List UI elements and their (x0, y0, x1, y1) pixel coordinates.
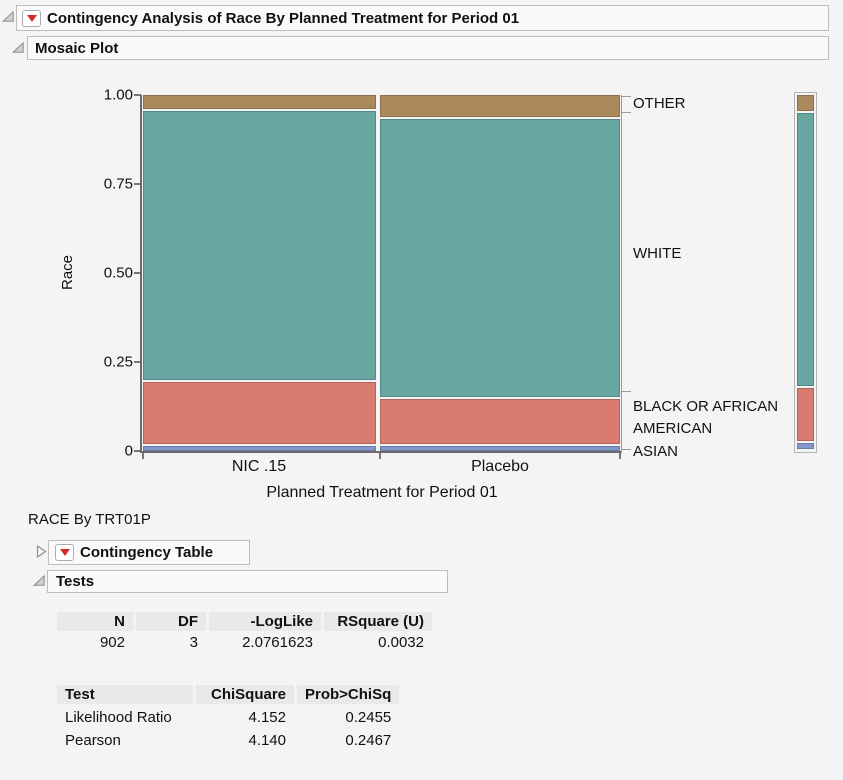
y-axis-tick (134, 450, 141, 452)
label-leader-line (621, 112, 631, 113)
mosaic-plot-header-bar: Mosaic Plot (27, 36, 829, 60)
column-header: N (57, 612, 133, 631)
cell-df: 3 (189, 634, 198, 651)
y-axis-line (140, 95, 142, 452)
mosaic-segment-NIC .15-BLACK OR AFRICAN AMERICAN[interactable] (143, 382, 376, 444)
table-row: 902 3 2.0761623 0.0032 (57, 633, 432, 652)
race-category-label-black-or-african-american: BLACK OR AFRICAN AMERICAN (633, 398, 779, 437)
disclosure-open-icon[interactable] (11, 41, 25, 59)
mosaic-segment-WHITE[interactable] (797, 113, 814, 386)
y-axis-title: Race (59, 254, 77, 291)
race-category-label-other: OTHER (633, 95, 686, 112)
cell-loglike: 2.0761623 (242, 634, 313, 651)
x-category-label-nic15: NIC .15 (231, 458, 287, 475)
mosaic-segment-Placebo-ASIAN[interactable] (380, 446, 620, 451)
cell-rsquare: 0.0032 (378, 634, 424, 651)
y-tick-label: 0 (124, 442, 133, 460)
column-header: -LogLike (209, 612, 321, 631)
tests-title: Tests (56, 573, 95, 590)
mosaic-plot-title: Mosaic Plot (35, 39, 119, 57)
mosaic-segment-Placebo-BLACK OR AFRICAN AMERICAN[interactable] (380, 399, 620, 444)
column-header: DF (136, 612, 206, 631)
contingency-table-title: Contingency Table (80, 544, 214, 561)
x-axis-line (140, 451, 622, 453)
overall-proportion-box (794, 92, 817, 453)
mosaic-segment-BLACK OR AFRICAN AMERICAN[interactable] (797, 388, 814, 441)
y-axis-tick (134, 272, 141, 274)
column-header: Prob>ChiSq (297, 685, 400, 704)
by-variables-note: RACE By TRT01P (28, 511, 151, 528)
cell-prob: 0.2455 (345, 709, 392, 726)
overall-proportion-bar (797, 95, 814, 449)
cell-chisquare: 4.152 (248, 709, 286, 726)
mosaic-segment-NIC .15-OTHER[interactable] (143, 95, 376, 109)
y-tick-label: 1.00 (103, 86, 133, 104)
x-axis-tick (619, 453, 621, 459)
x-axis-tick (379, 453, 381, 459)
table-row: Pearson 4.140 0.2467 (57, 731, 399, 750)
plot-right-frame-line (621, 95, 622, 453)
mosaic-segment-NIC .15-WHITE[interactable] (143, 111, 376, 380)
mosaic-segment-Placebo-WHITE[interactable] (380, 119, 620, 397)
mosaic-segment-Placebo-OTHER[interactable] (380, 95, 620, 117)
cell-chisquare: 4.140 (248, 732, 286, 749)
tests-header-bar: Tests (47, 570, 448, 593)
y-tick-label: 0.75 (103, 175, 133, 193)
contingency-table-header-bar: Contingency Table (48, 540, 250, 565)
red-triangle-menu-icon[interactable] (55, 544, 74, 561)
mosaic-segment-OTHER[interactable] (797, 95, 814, 111)
tests-summary-table: N DF -LogLike RSquare (U) 902 3 2.076162… (54, 610, 435, 654)
y-axis-tick (134, 94, 141, 96)
label-leader-line (621, 391, 631, 392)
y-tick-label: 0.25 (103, 353, 133, 371)
report-title-bar: Contingency Analysis of Race By Planned … (16, 5, 829, 31)
x-category-label-placebo: Placebo (471, 458, 529, 475)
report-title: Contingency Analysis of Race By Planned … (47, 9, 520, 27)
cell-test-name: Likelihood Ratio (65, 709, 172, 726)
mosaic-segment-NIC .15-ASIAN[interactable] (143, 446, 376, 451)
cell-n: 902 (99, 634, 125, 651)
column-header: Test (57, 685, 193, 704)
cell-prob: 0.2467 (345, 732, 392, 749)
chi-square-tests-table: Test ChiSquare Prob>ChiSq Likelihood Rat… (54, 681, 402, 754)
x-axis-title: Planned Treatment for Period 01 (266, 484, 498, 501)
cell-test-name: Pearson (65, 732, 121, 749)
label-leader-line (621, 96, 631, 97)
column-header: ChiSquare (196, 685, 294, 704)
y-axis-tick (134, 183, 141, 185)
mosaic-segment-ASIAN[interactable] (797, 443, 814, 449)
red-triangle-menu-icon[interactable] (22, 9, 41, 27)
disclosure-open-icon[interactable] (32, 574, 46, 592)
column-header: RSquare (U) (324, 612, 432, 631)
race-category-label-white: WHITE (633, 245, 682, 262)
race-category-label-asian: ASIAN (633, 443, 679, 460)
mosaic-plot-area (143, 95, 620, 451)
table-row: Likelihood Ratio 4.152 0.2455 (57, 708, 399, 727)
y-axis-tick (134, 361, 141, 363)
x-axis-tick (142, 453, 144, 459)
label-leader-line (621, 449, 631, 450)
y-tick-label: 0.50 (103, 264, 133, 282)
disclosure-collapsed-icon[interactable] (35, 544, 47, 564)
disclosure-open-icon[interactable] (1, 10, 15, 28)
